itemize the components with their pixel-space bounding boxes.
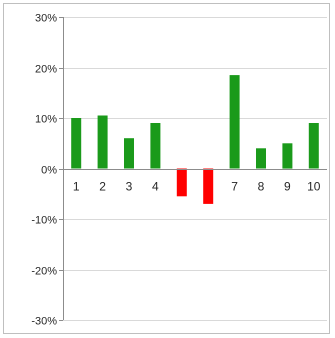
y-axis-ticks: 30% 20% 10% 0% -10% -20% -30% (31, 13, 57, 328)
y-tick-label: 30% (35, 13, 57, 25)
y-tick-label: -30% (31, 316, 57, 328)
gridlines (63, 17, 327, 321)
bars (71, 75, 319, 204)
y-tick-label: -10% (31, 215, 57, 227)
x-category-label: 3 (126, 180, 133, 194)
bar-4 (150, 123, 161, 169)
bar-9 (282, 143, 293, 169)
bar-5 (176, 168, 187, 197)
y-tick-label: 20% (35, 64, 57, 76)
axes (59, 17, 327, 321)
y-tick-label: 10% (35, 114, 57, 126)
x-category-label: 10 (307, 180, 321, 194)
bar-8 (256, 148, 266, 169)
x-axis-category-labels: 1 2 3 4 7 8 9 10 (73, 180, 321, 194)
x-category-label: 4 (152, 180, 159, 194)
y-tick-label: -20% (31, 266, 57, 278)
bar-7 (229, 75, 240, 169)
x-category-label: 1 (73, 180, 80, 194)
x-category-label: 8 (258, 180, 265, 194)
bar-1 (71, 118, 82, 169)
bar-2 (97, 115, 108, 169)
chart-frame (3, 3, 330, 334)
y-tick-label: 0% (41, 165, 57, 177)
bar-6 (203, 168, 214, 204)
x-category-label: 2 (99, 180, 106, 194)
x-category-label: 9 (284, 180, 291, 194)
bar-10 (308, 123, 319, 169)
x-category-label: 7 (231, 180, 238, 194)
bar-3 (124, 138, 134, 169)
